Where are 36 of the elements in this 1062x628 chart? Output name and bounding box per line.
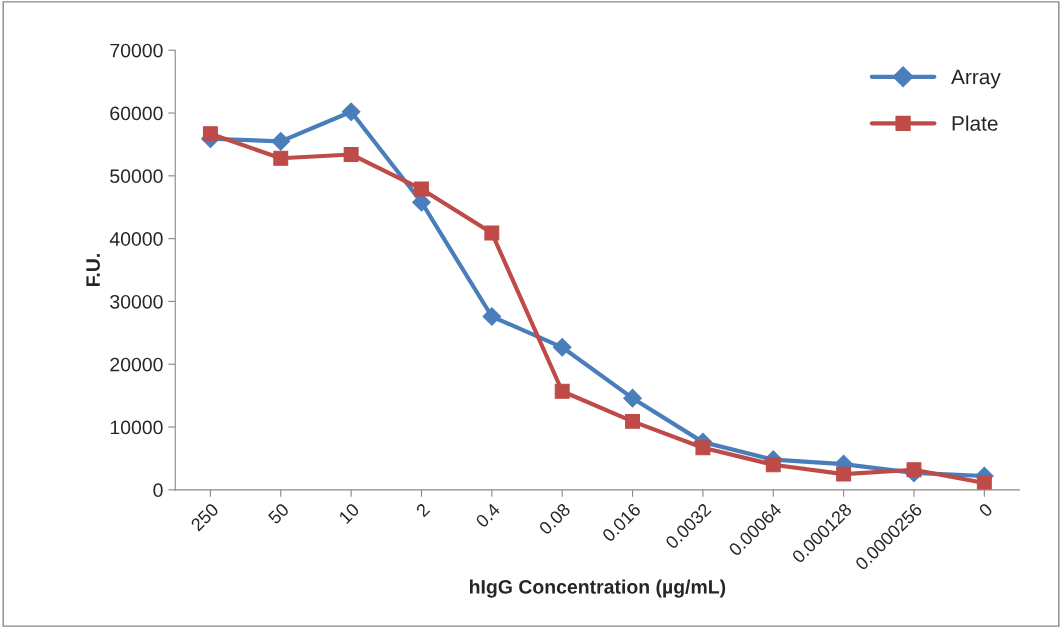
x-tick-label: 10 [338, 502, 360, 525]
point [343, 147, 359, 162]
point [552, 337, 572, 357]
point [623, 388, 642, 408]
point [976, 475, 992, 490]
point [695, 440, 711, 456]
y-axis-title: F.U. [86, 254, 100, 287]
legend-label: Plate [952, 115, 998, 131]
x-tick-label: 0.08 [538, 502, 572, 536]
point [836, 466, 852, 482]
y-tick-label: 0 [153, 483, 163, 498]
point [625, 413, 641, 429]
x-axis-title: hIgG Concentration (µg/mL) [470, 579, 726, 598]
x-tick-label: 250 [190, 502, 220, 532]
y-tick-label: 30000 [110, 294, 163, 309]
y-tick-label: 50000 [110, 169, 163, 184]
point [273, 150, 289, 166]
legend-label: Array [951, 69, 1001, 89]
y-tick-label: 40000 [109, 232, 163, 246]
x-tick-label: 0 [978, 502, 994, 518]
point [414, 181, 429, 197]
point [554, 383, 570, 399]
point [202, 126, 218, 142]
y-tick-label: 10000 [110, 420, 163, 435]
point [765, 457, 781, 473]
x-tick-label: 0.4 [474, 502, 501, 529]
x-tick-label: 50 [267, 502, 290, 525]
y-tick-label: 70000 [110, 43, 163, 58]
x-tick-label: 2 [415, 502, 431, 518]
point [482, 307, 502, 326]
y-tick-label: 60000 [110, 106, 163, 121]
point [341, 102, 361, 122]
y-tick-label: 20000 [110, 357, 163, 372]
point [271, 131, 291, 151]
point [484, 225, 500, 241]
point [906, 462, 922, 478]
